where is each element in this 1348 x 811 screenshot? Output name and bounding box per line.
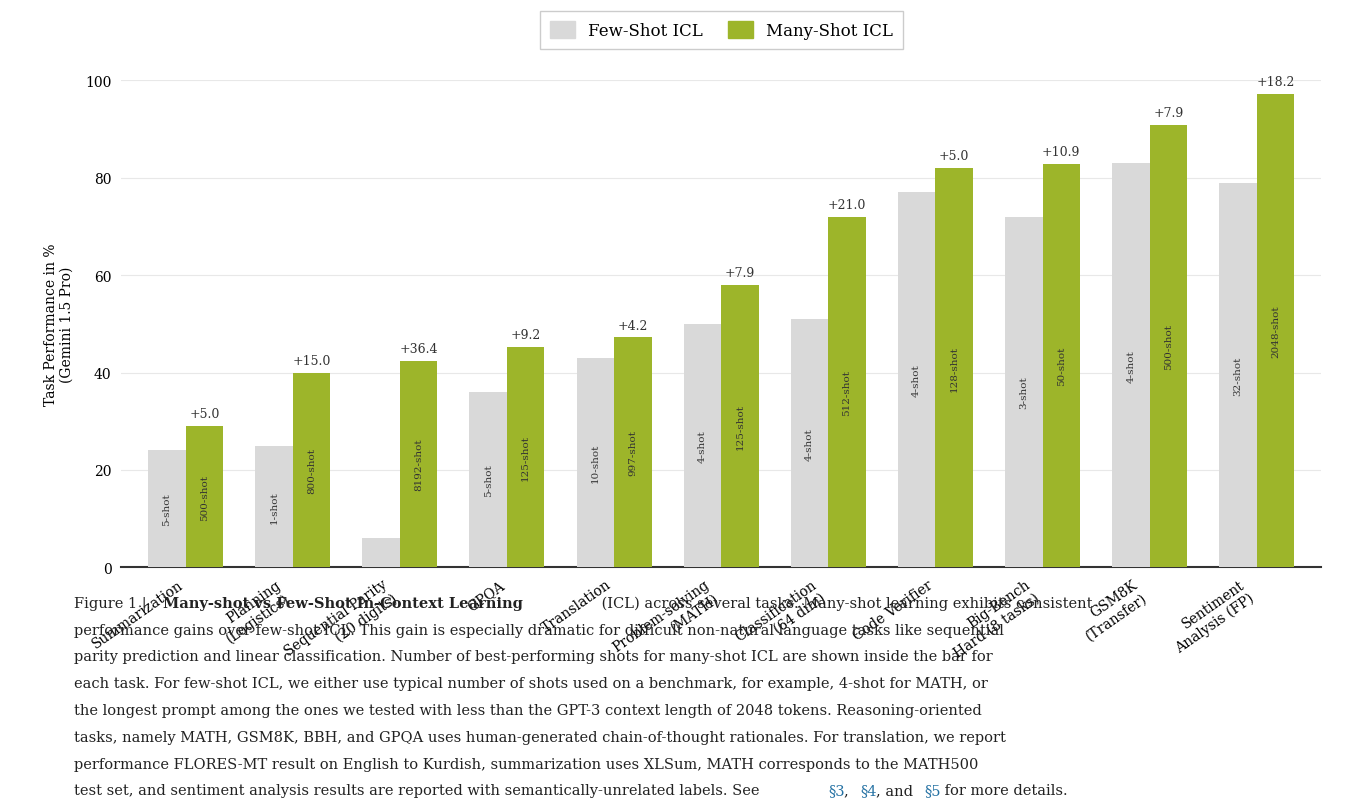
Text: +7.9: +7.9 — [1154, 106, 1184, 119]
Bar — [1112, 164, 1150, 568]
Text: each task. For few-shot ICL, we either use typical number of shots used on a ben: each task. For few-shot ICL, we either u… — [74, 676, 988, 690]
Text: +21.0: +21.0 — [828, 199, 867, 212]
Text: 800-shot: 800-shot — [307, 448, 315, 493]
Y-axis label: Task Performance in %
(Gemini 1.5 Pro): Task Performance in % (Gemini 1.5 Pro) — [44, 243, 74, 406]
Bar — [1256, 95, 1294, 568]
Bar — [1006, 217, 1042, 568]
Bar — [936, 169, 973, 568]
Text: 500-shot: 500-shot — [1163, 324, 1173, 370]
Bar — [255, 446, 293, 568]
Bar — [507, 348, 545, 568]
Text: 4-shot: 4-shot — [913, 364, 921, 397]
Text: 2048-shot: 2048-shot — [1271, 305, 1281, 358]
Text: 1-shot: 1-shot — [270, 491, 279, 523]
Text: +5.0: +5.0 — [940, 150, 969, 163]
Text: 5-shot: 5-shot — [162, 493, 171, 526]
Text: 50-shot: 50-shot — [1057, 346, 1066, 386]
Bar — [469, 393, 507, 568]
Text: 128-shot: 128-shot — [949, 345, 958, 391]
Bar — [1220, 183, 1256, 568]
Text: 8192-shot: 8192-shot — [414, 438, 423, 491]
Text: (ICL) across several tasks. Many-shot learning exhibits consistent: (ICL) across several tasks. Many-shot le… — [597, 596, 1093, 611]
Bar — [828, 217, 865, 568]
Text: +4.2: +4.2 — [617, 320, 648, 333]
Bar — [186, 427, 222, 568]
Bar — [1042, 165, 1080, 568]
Text: , and: , and — [876, 783, 918, 797]
Text: performance gains over few-shot ICL. This gain is especially dramatic for diffic: performance gains over few-shot ICL. Thi… — [74, 623, 1004, 637]
Text: performance FLORES-MT result on English to Kurdish, summarization uses XLSum, MA: performance FLORES-MT result on English … — [74, 757, 979, 770]
Text: ,: , — [844, 783, 853, 797]
Text: tasks, namely MATH, GSM8K, BBH, and GPQA uses human-generated chain-of-thought r: tasks, namely MATH, GSM8K, BBH, and GPQA… — [74, 730, 1006, 744]
Text: the longest prompt among the ones we tested with less than the GPT-3 context len: the longest prompt among the ones we tes… — [74, 703, 981, 717]
Bar — [400, 362, 437, 568]
Text: for more details.: for more details. — [941, 783, 1068, 797]
Bar — [791, 320, 828, 568]
Text: 4-shot: 4-shot — [698, 430, 706, 462]
Text: 125-shot: 125-shot — [522, 435, 530, 481]
Text: parity prediction and linear classification. Number of best-performing shots for: parity prediction and linear classificat… — [74, 650, 993, 663]
Text: test set, and sentiment analysis results are reported with semantically-unrelate: test set, and sentiment analysis results… — [74, 783, 764, 797]
Text: 125-shot: 125-shot — [736, 404, 744, 450]
Text: §4: §4 — [860, 783, 876, 797]
Text: 512-shot: 512-shot — [842, 370, 852, 415]
Text: Many-shot vs Few-Shot In-Context Learning: Many-shot vs Few-Shot In-Context Learnin… — [163, 596, 523, 610]
Bar — [1150, 126, 1188, 568]
Text: +10.9: +10.9 — [1042, 145, 1081, 158]
Text: 10-shot: 10-shot — [590, 444, 600, 483]
Text: 5-shot: 5-shot — [484, 464, 493, 496]
Text: +36.4: +36.4 — [399, 342, 438, 355]
Bar — [363, 539, 400, 568]
Text: 32-shot: 32-shot — [1233, 356, 1243, 395]
Text: +9.2: +9.2 — [511, 329, 541, 342]
Text: Figure 1 |: Figure 1 | — [74, 596, 151, 611]
Text: +5.0: +5.0 — [189, 408, 220, 421]
Bar — [721, 286, 759, 568]
Bar — [683, 324, 721, 568]
Bar — [898, 193, 936, 568]
Text: +18.2: +18.2 — [1256, 76, 1294, 89]
Text: 4-shot: 4-shot — [1127, 350, 1135, 382]
Bar — [293, 373, 330, 568]
Bar — [148, 451, 186, 568]
Text: 3-shot: 3-shot — [1019, 376, 1029, 409]
Text: 997-shot: 997-shot — [628, 430, 638, 476]
Bar — [577, 358, 615, 568]
Text: +15.0: +15.0 — [293, 354, 330, 367]
Text: §3: §3 — [828, 783, 845, 797]
Text: +7.9: +7.9 — [725, 267, 755, 280]
Bar — [615, 338, 651, 568]
Text: §5: §5 — [925, 783, 941, 797]
Text: 4-shot: 4-shot — [805, 427, 814, 460]
Text: 500-shot: 500-shot — [200, 474, 209, 520]
Legend: Few-Shot ICL, Many-Shot ICL: Few-Shot ICL, Many-Shot ICL — [539, 11, 903, 49]
